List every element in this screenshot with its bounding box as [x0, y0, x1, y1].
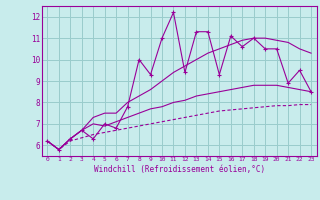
- X-axis label: Windchill (Refroidissement éolien,°C): Windchill (Refroidissement éolien,°C): [94, 165, 265, 174]
